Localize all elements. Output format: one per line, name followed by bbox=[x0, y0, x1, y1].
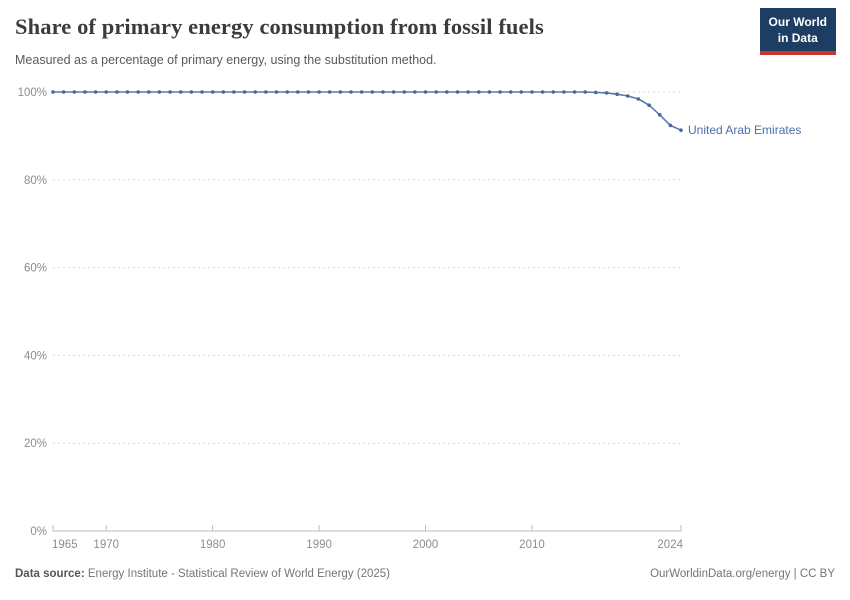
x-axis-label-1980: 1980 bbox=[200, 539, 226, 551]
owid-logo-line1: Our World bbox=[768, 15, 827, 29]
page-title: Share of primary energy consumption from… bbox=[15, 14, 544, 39]
chart-footer: Data source: Energy Institute - Statisti… bbox=[15, 568, 835, 580]
data-point[interactable] bbox=[136, 90, 140, 94]
data-point[interactable] bbox=[200, 90, 204, 94]
data-point[interactable] bbox=[327, 90, 332, 94]
data-point[interactable] bbox=[189, 90, 194, 94]
data-point[interactable] bbox=[168, 90, 172, 94]
entity-label-united-arab-emirates[interactable]: United Arab Emirates bbox=[688, 123, 801, 137]
x-axis-label-1965: 1965 bbox=[52, 539, 78, 551]
chart-canvas[interactable]: 0% 20% 40% 60% 80% 100% 1965 1970 1980 1990 2000 20… bbox=[0, 60, 850, 560]
data-point[interactable] bbox=[317, 90, 321, 94]
data-point[interactable] bbox=[668, 123, 673, 128]
data-point[interactable] bbox=[242, 90, 247, 94]
data-point[interactable] bbox=[540, 90, 545, 94]
data-point[interactable] bbox=[657, 113, 662, 117]
data-point[interactable] bbox=[466, 90, 470, 94]
data-point[interactable] bbox=[519, 90, 524, 94]
x-axis-label-1990: 1990 bbox=[306, 539, 332, 551]
data-point[interactable] bbox=[274, 90, 279, 94]
data-point[interactable] bbox=[455, 90, 460, 94]
data-point[interactable] bbox=[264, 90, 268, 94]
data-point[interactable] bbox=[562, 90, 566, 94]
data-point[interactable] bbox=[594, 90, 598, 95]
data-point[interactable] bbox=[125, 90, 130, 94]
data-point[interactable] bbox=[530, 90, 534, 94]
data-point[interactable] bbox=[338, 90, 343, 94]
data-point[interactable] bbox=[679, 128, 683, 132]
data-point[interactable] bbox=[381, 90, 385, 94]
data-point[interactable] bbox=[253, 90, 257, 94]
data-point[interactable] bbox=[477, 90, 481, 94]
data-point[interactable] bbox=[104, 90, 108, 94]
owid-logo: Our World in Data bbox=[759, 8, 836, 56]
data-point[interactable] bbox=[572, 90, 577, 94]
y-axis-label-80: 80% bbox=[24, 175, 47, 187]
owid-logo-line2: in Data bbox=[777, 30, 818, 45]
data-point[interactable] bbox=[370, 90, 375, 94]
data-point[interactable] bbox=[178, 90, 183, 94]
data-point[interactable] bbox=[434, 90, 439, 94]
y-axis-label-40: 40% bbox=[24, 350, 47, 362]
data-point[interactable] bbox=[615, 92, 619, 96]
data-point[interactable] bbox=[349, 90, 353, 94]
data-point[interactable] bbox=[423, 90, 428, 94]
data-point[interactable] bbox=[391, 90, 396, 94]
data-point[interactable] bbox=[636, 97, 641, 101]
data-point[interactable] bbox=[232, 90, 236, 94]
data-point[interactable] bbox=[498, 90, 502, 94]
data-point[interactable] bbox=[445, 90, 449, 94]
page-subtitle: Measured as a percentage of primary ener… bbox=[15, 53, 437, 67]
y-axis-label-20: 20% bbox=[24, 438, 47, 450]
data-point[interactable] bbox=[583, 90, 587, 94]
data-source-note: Data source: Energy Institute - Statisti… bbox=[15, 568, 390, 580]
x-axis-label-2024: 2024 bbox=[657, 539, 683, 551]
x-axis-label-2000: 2000 bbox=[413, 539, 439, 551]
data-point[interactable] bbox=[402, 90, 407, 94]
series-line-united-arab-emirates[interactable] bbox=[52, 91, 682, 131]
data-point[interactable] bbox=[647, 103, 651, 107]
data-point[interactable] bbox=[285, 90, 290, 94]
y-axis-label-0: 0% bbox=[30, 526, 47, 538]
y-axis-label-100: 100% bbox=[18, 87, 47, 99]
fossil-fuel-share-line-chart[interactable]: 0% 20% 40% 60% 80% 100% 1965 1970 1980 1990 2000 20… bbox=[0, 60, 850, 560]
data-point[interactable] bbox=[626, 94, 630, 98]
data-point[interactable] bbox=[306, 90, 311, 94]
data-point[interactable] bbox=[359, 90, 364, 94]
data-point[interactable] bbox=[51, 90, 55, 94]
data-point[interactable] bbox=[221, 90, 226, 94]
data-point[interactable] bbox=[115, 90, 119, 94]
y-axis-label-60: 60% bbox=[24, 263, 47, 275]
data-point[interactable] bbox=[157, 90, 162, 94]
data-point[interactable] bbox=[551, 90, 556, 94]
data-point[interactable] bbox=[210, 90, 215, 94]
data-point[interactable] bbox=[93, 90, 98, 94]
data-point[interactable] bbox=[72, 90, 77, 94]
x-axis-label-2010: 2010 bbox=[519, 539, 545, 551]
data-point[interactable] bbox=[296, 90, 300, 94]
data-source-label: Data source: bbox=[15, 568, 85, 580]
license-link[interactable]: OurWorldinData.org/energy | CC BY bbox=[650, 568, 835, 580]
data-point[interactable] bbox=[604, 91, 609, 95]
data-point[interactable] bbox=[83, 90, 87, 94]
data-source-text: Energy Institute - Statistical Review of… bbox=[87, 568, 390, 580]
data-point[interactable] bbox=[487, 90, 492, 94]
x-axis-label-1970: 1970 bbox=[93, 539, 119, 551]
data-point[interactable] bbox=[147, 90, 151, 94]
data-point[interactable] bbox=[413, 90, 417, 94]
data-point[interactable] bbox=[508, 90, 513, 94]
data-point[interactable] bbox=[61, 90, 66, 94]
